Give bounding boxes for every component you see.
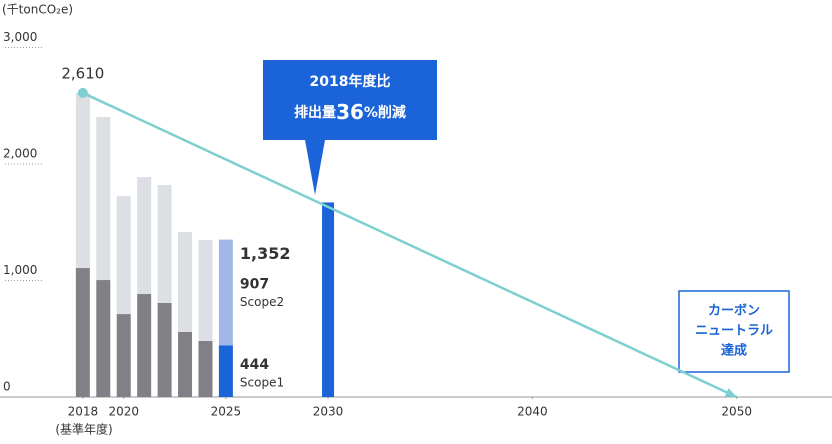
- bar-segment: [116, 314, 131, 397]
- bar-segment: [157, 302, 172, 397]
- goal-line: 達成: [721, 343, 747, 359]
- x-tick-label: 2030: [313, 405, 344, 419]
- y-tick-label: 3,000: [3, 30, 37, 44]
- target-bar: [322, 202, 335, 397]
- y-tick-label: 1,000: [3, 263, 37, 277]
- bar-segment: [75, 268, 90, 397]
- bar-segment: [198, 340, 213, 397]
- bar-segment: [75, 92, 90, 269]
- trend-arrowhead: [724, 388, 737, 397]
- trend-value-label: 2,610: [61, 64, 104, 82]
- unit-label: (千tonCO₂e): [2, 3, 73, 17]
- bar-segment: [96, 117, 111, 281]
- series-label: Scope2: [240, 295, 284, 309]
- x-tick-label: 2040: [517, 405, 548, 419]
- goal-line: カーボン: [708, 303, 760, 319]
- total-label: 1,352: [240, 244, 291, 263]
- x-tick-label: 2020: [108, 405, 139, 419]
- bar-segment: [218, 345, 233, 397]
- x-tick-label: 2050: [721, 405, 752, 419]
- bar-segment: [116, 196, 131, 315]
- x-tick-label: 2018: [68, 405, 99, 419]
- value-label: 444: [240, 357, 269, 373]
- trend-line: [82, 91, 738, 399]
- callout-line1: 2018年度比: [310, 73, 391, 90]
- base-year-note: (基準年度): [55, 422, 112, 437]
- series-label: Scope1: [240, 376, 284, 390]
- callout-number: 36: [336, 100, 364, 124]
- bar-segment: [137, 177, 152, 295]
- callout-suffix: %削減: [364, 104, 406, 121]
- value-label: 907: [240, 276, 269, 292]
- bar-segment: [157, 184, 172, 303]
- bar-segment: [178, 331, 193, 397]
- callout-box: [263, 60, 437, 195]
- y-tick-label: 0: [3, 380, 11, 394]
- bar-segment: [96, 280, 111, 397]
- bar-segment: [178, 232, 193, 332]
- goal-line: ニュートラル: [695, 324, 773, 339]
- y-tick-label: 2,000: [3, 147, 37, 161]
- trend-point: [77, 87, 88, 98]
- bar-segment: [137, 294, 152, 397]
- callout-line2: 排出量36%削減: [294, 100, 406, 124]
- goal-box: [678, 290, 790, 373]
- x-tick-label: 2025: [211, 405, 242, 419]
- callout-prefix: 排出量: [294, 104, 336, 121]
- bar-segment: [218, 239, 233, 346]
- bar-segment: [198, 239, 213, 341]
